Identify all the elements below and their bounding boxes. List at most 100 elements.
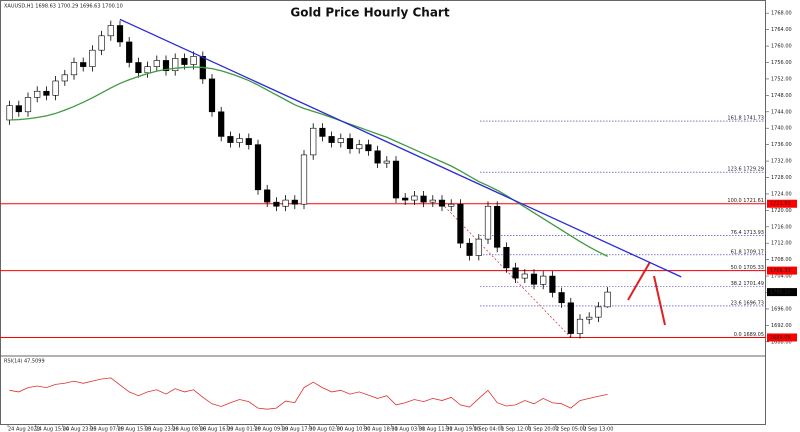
fib-label: 0.0 1689.05	[734, 332, 764, 338]
y-tick-label: 1768.00	[771, 11, 792, 17]
candle-body	[466, 242, 473, 256]
x-tick-label: 24 Aug 23:00	[63, 427, 97, 432]
forecast-arrows	[627, 261, 666, 326]
y-tick-label: 1716.00	[771, 224, 792, 230]
candle-body	[310, 127, 317, 156]
x-tick-label: 31 Aug 19:00	[446, 427, 480, 432]
candle-body	[503, 247, 510, 269]
candle-body	[392, 160, 400, 199]
candle-body	[24, 97, 32, 113]
y-tick-label: 1748.00	[771, 93, 792, 99]
y-tick-label: 1756.00	[771, 60, 792, 66]
plot-frame	[0, 0, 766, 425]
candle-body	[402, 197, 409, 201]
x-tick-label: 24 Aug 2022	[8, 427, 40, 432]
candle-body	[319, 127, 326, 137]
candle-body	[135, 62, 142, 74]
candle-body	[43, 90, 50, 96]
rsi-line	[9, 377, 608, 410]
candle-body	[521, 273, 528, 279]
fib-label: 100.0 1721.61	[727, 198, 764, 204]
candle-body	[438, 199, 446, 207]
y-tick-label: 1712.00	[771, 241, 792, 247]
fib-label: 123.6 1729.29	[727, 167, 764, 173]
candle-body	[604, 291, 611, 308]
candle-body	[558, 292, 565, 304]
candle-body	[52, 80, 59, 96]
candle-body	[586, 316, 593, 320]
candle-body	[80, 62, 87, 67]
y-tick-label: 1764.00	[771, 27, 792, 33]
key-level-label: 1705.33	[770, 268, 791, 274]
candle-body	[162, 60, 170, 72]
candle-body	[181, 58, 188, 65]
fib-label: 76.4 1713.93	[731, 230, 764, 236]
last-price-box	[767, 288, 797, 297]
x-tick-label: 29 Aug 09:00	[255, 427, 289, 432]
candle-body	[383, 160, 390, 164]
candle-body	[328, 136, 335, 143]
moving-average	[9, 66, 608, 257]
candle-body	[208, 78, 216, 113]
x-tick-label: 2 Sep 13:00	[583, 427, 613, 432]
fib-label: 61.8 1709.17	[731, 249, 764, 255]
candle-body	[512, 267, 519, 279]
indicator-label: RSI(14) 47.5099	[4, 359, 45, 365]
candle-body	[429, 199, 436, 203]
candle-body	[273, 201, 280, 207]
y-tick-label: 1692.00	[771, 323, 792, 329]
candle-body	[144, 66, 151, 74]
candle-body	[126, 41, 133, 63]
x-tick-label: 31 Aug 11:00	[419, 427, 453, 432]
fib-label: 50.0 1705.33	[731, 265, 764, 271]
y-tick-label: 1760.00	[771, 44, 792, 50]
y-tick-label: 1736.00	[771, 142, 792, 148]
y-tick-label: 1724.00	[771, 191, 792, 197]
candle-body	[448, 203, 455, 207]
price-box	[767, 266, 797, 275]
x-tick-label: 1 Sep 20:00	[528, 427, 558, 432]
y-tick-label: 1720.00	[771, 208, 792, 214]
y-tick-label: 1688.00	[771, 339, 792, 345]
fib-label: 38.2 1701.49	[731, 281, 764, 287]
candle-body	[291, 199, 298, 205]
candle-body	[484, 205, 492, 240]
candle-body	[530, 273, 538, 285]
candle-body	[411, 195, 418, 201]
candle-body	[245, 138, 252, 145]
y-tick-label: 1740.00	[771, 126, 792, 132]
x-tick-label: 1 Sep 12:00	[501, 427, 531, 432]
x-tick-label: 25 Aug 07:00	[90, 427, 124, 432]
last-price-label: 1700.10	[770, 290, 791, 296]
price-box	[767, 199, 797, 208]
candle-body	[540, 275, 547, 285]
candle-body	[116, 25, 124, 43]
candle-body	[494, 205, 501, 248]
x-tick-label: 24 Aug 15:00	[35, 427, 69, 432]
x-tick-label: 25 Aug 15:00	[118, 427, 152, 432]
fib-label: 23.6 1696.73	[731, 300, 764, 306]
candle-body	[218, 111, 225, 137]
y-tick-label: 1704.00	[771, 274, 792, 280]
candle-body	[89, 49, 96, 67]
candle-body	[576, 318, 584, 334]
y-tick-label: 1708.00	[771, 257, 792, 263]
candle-body	[15, 105, 22, 113]
candle-body	[61, 74, 68, 82]
candle-body	[374, 150, 381, 164]
candle-body	[34, 90, 41, 98]
candle-body	[337, 138, 344, 143]
candle-body	[300, 154, 308, 205]
candle-body	[153, 60, 160, 67]
candle-body	[346, 138, 354, 150]
candle-body	[107, 25, 114, 37]
x-tick-label: 30 Aug 10:00	[337, 427, 371, 432]
candle-body	[70, 62, 78, 76]
candle-body	[457, 203, 464, 244]
candle-body	[365, 144, 372, 152]
y-tick-label: 1744.00	[771, 109, 792, 115]
x-tick-label: 26 Aug 08:00	[172, 427, 206, 432]
x-tick-label: 1 Sep 04:00	[474, 427, 504, 432]
candle-body	[227, 136, 234, 143]
candle-body	[6, 105, 13, 121]
